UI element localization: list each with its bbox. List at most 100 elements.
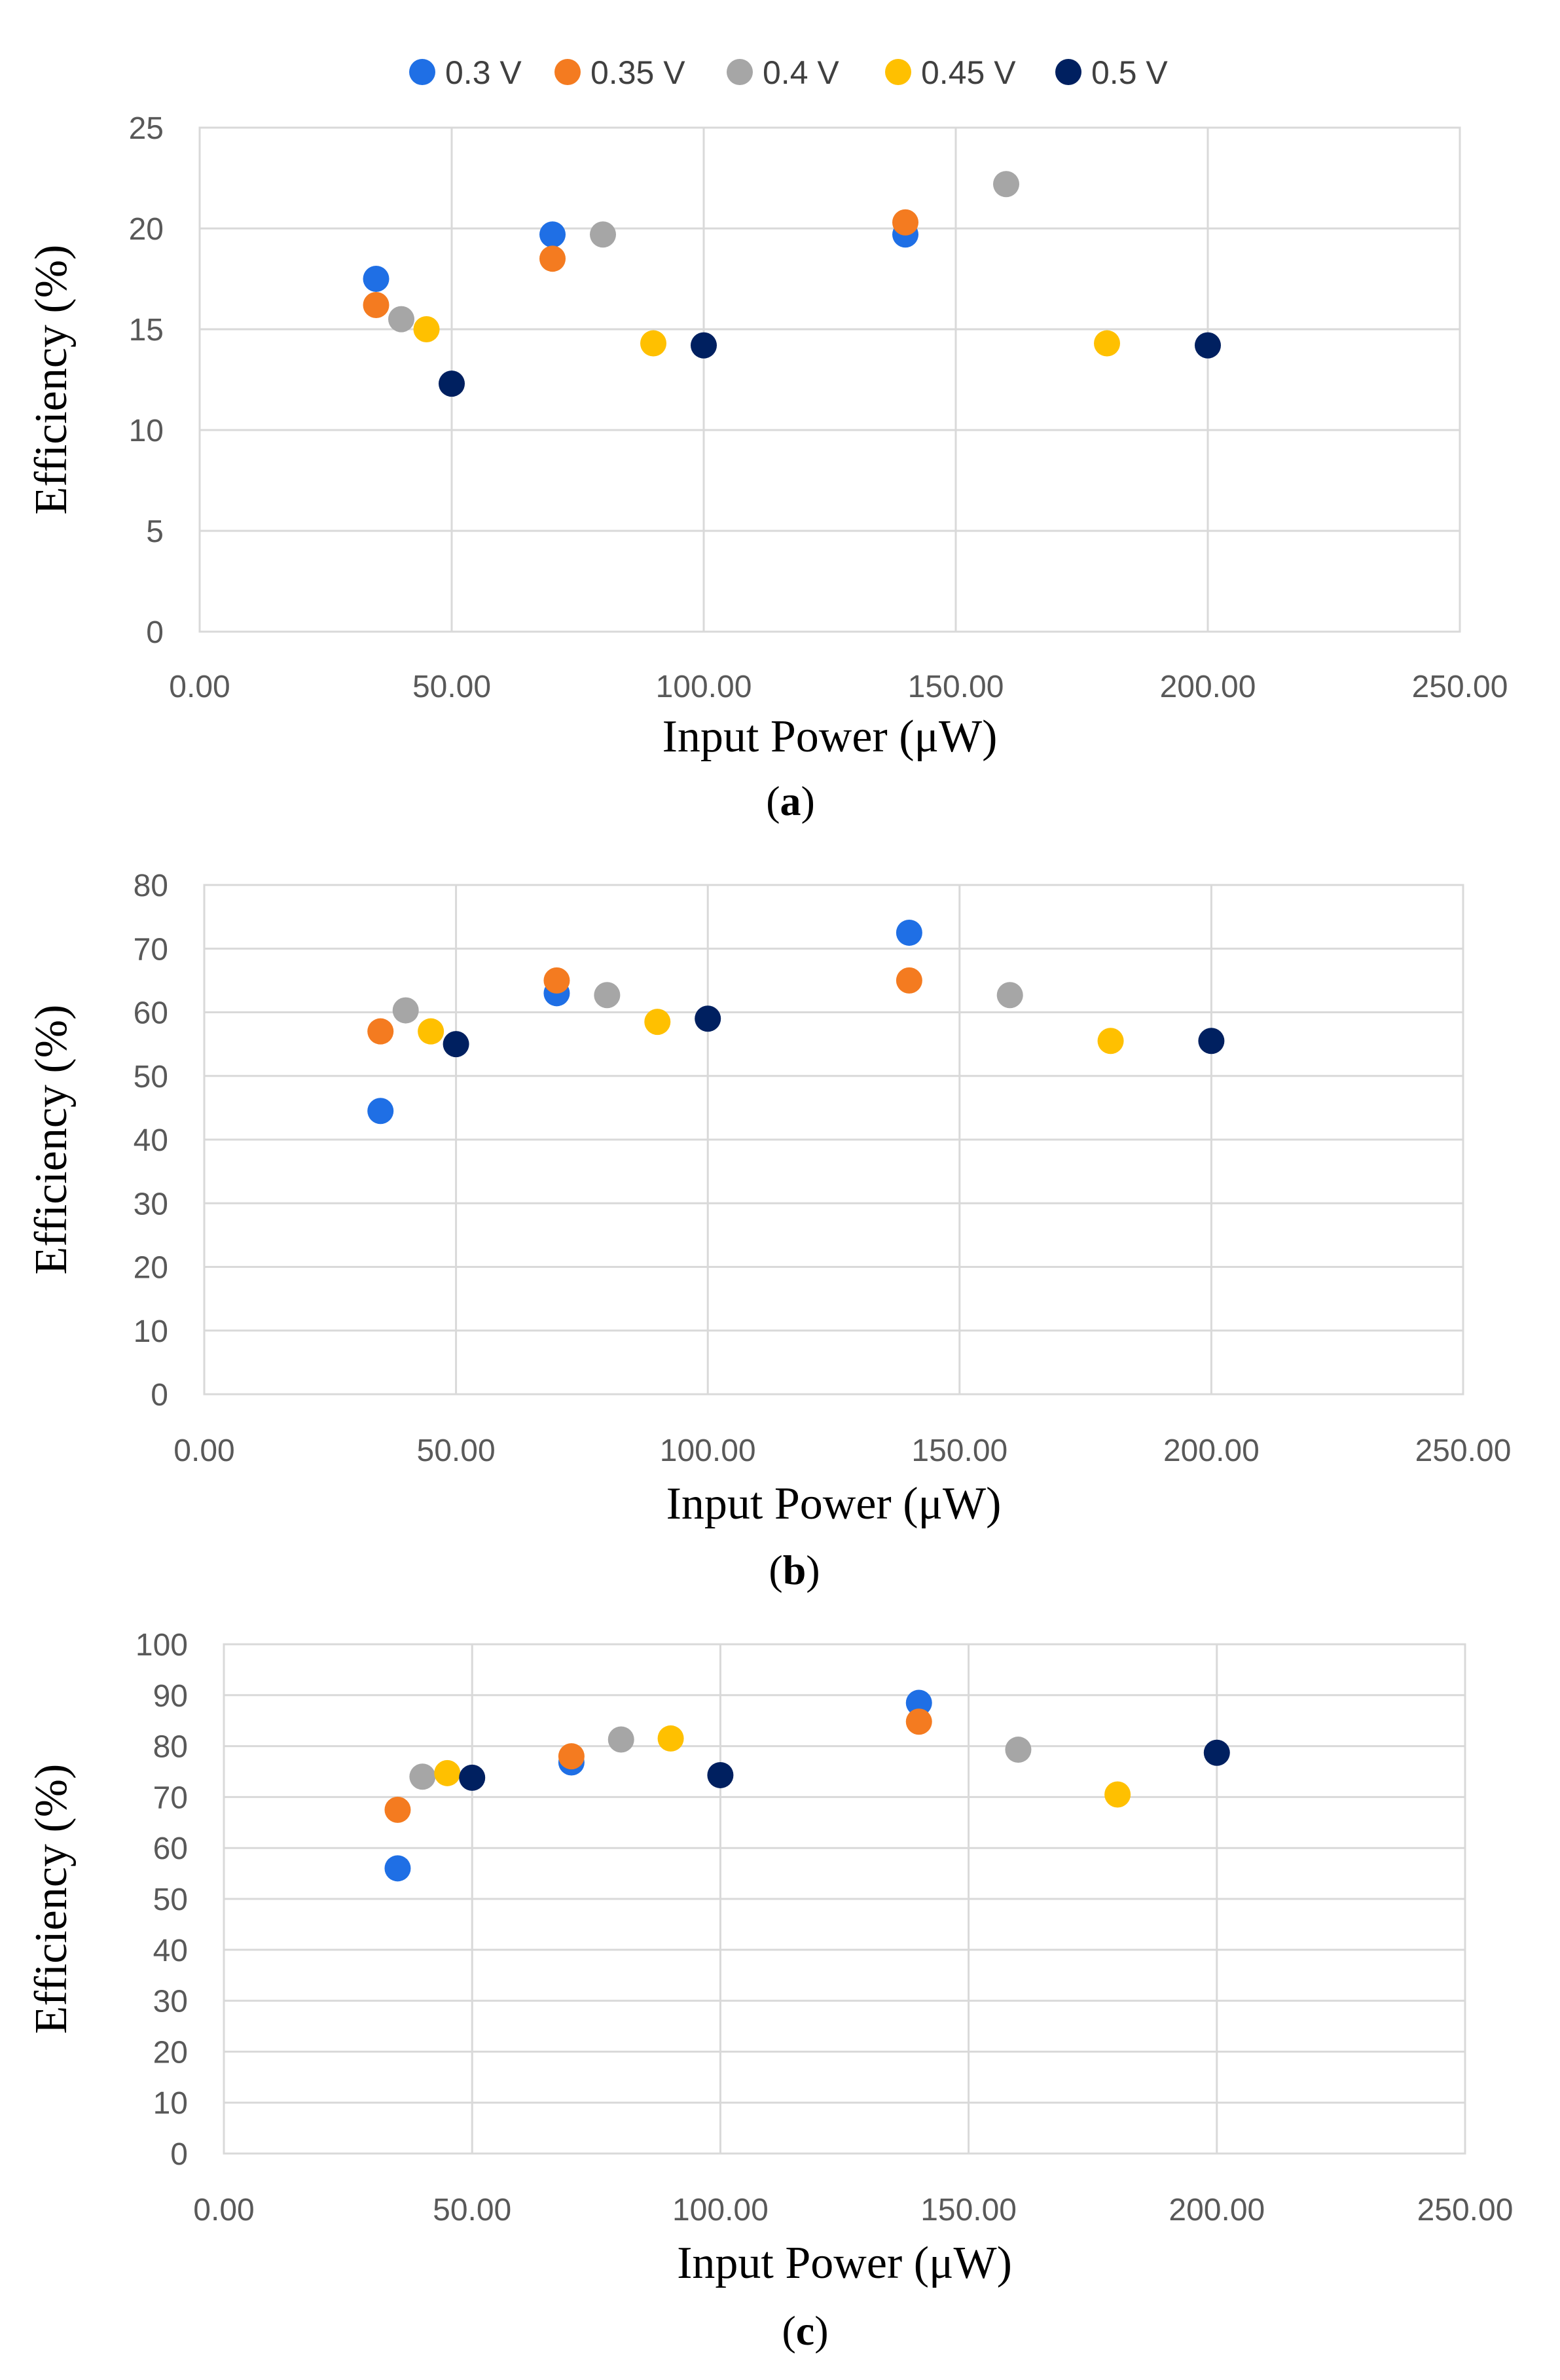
- data-point-0_3V-0: [367, 1098, 394, 1125]
- y-tick-label: 30: [134, 1187, 168, 1221]
- x-tick-label: 50.00: [433, 2193, 511, 2227]
- x-tick-label: 50.00: [417, 1433, 496, 1468]
- data-point-0_45V-0: [413, 316, 440, 342]
- legend-marker-1: [554, 59, 581, 85]
- legend-marker-3: [885, 59, 911, 85]
- data-point-0_5V-1: [707, 1761, 734, 1788]
- y-tick-label: 30: [153, 1985, 188, 2019]
- data-point-0_4V-0: [392, 997, 419, 1024]
- x-tick-label: 0.00: [193, 2193, 254, 2227]
- x-tick-label: 250.00: [1417, 2193, 1514, 2227]
- y-tick-label: 10: [134, 1314, 168, 1349]
- data-point-0_45V-0: [418, 1018, 444, 1045]
- y-tick-label: 20: [134, 1251, 168, 1286]
- legend-label-2: 0.4 V: [763, 54, 839, 91]
- legend-label-3: 0.45 V: [921, 54, 1016, 91]
- y-tick-label: 40: [153, 1934, 188, 1968]
- y-tick-label: 0: [151, 1378, 168, 1413]
- data-point-0_5V-1: [691, 332, 717, 359]
- legend: 0.3 V 0.35 V 0.4 V 0.45 V 0.5 V: [409, 54, 1168, 91]
- plot-area: [198, 126, 1461, 633]
- panel-label: (c): [782, 2307, 828, 2354]
- data-point-0_35V-0: [363, 292, 390, 319]
- y-tick-label: 0: [170, 2137, 188, 2172]
- data-point-0_35V-1: [543, 967, 570, 994]
- x-tick-label: 100.00: [656, 670, 752, 704]
- y-axis-title: Efficiency (%): [26, 1764, 77, 2034]
- y-tick-label: 50: [134, 1060, 168, 1094]
- x-tick-label: 100.00: [660, 1433, 756, 1468]
- y-tick-label: 70: [153, 1780, 188, 1815]
- data-point-0_45V-1: [640, 330, 666, 357]
- x-axis-title: Input Power (μW): [662, 712, 998, 762]
- data-point-0_45V-0: [434, 1759, 461, 1786]
- data-point-0_4V-2: [993, 171, 1019, 198]
- y-tick-label: 0: [146, 615, 164, 650]
- x-tick-label: 150.00: [908, 670, 1004, 704]
- x-axis-title: Input Power (μW): [677, 2238, 1012, 2288]
- data-point-0_5V-2: [1198, 1028, 1225, 1055]
- data-point-0_45V-2: [1094, 330, 1120, 357]
- data-point-0_4V-1: [594, 982, 621, 1009]
- data-point-0_45V-1: [657, 1725, 684, 1752]
- y-tick-label: 90: [153, 1679, 188, 1714]
- data-point-0_4V-2: [1005, 1737, 1032, 1763]
- data-point-0_5V-1: [695, 1005, 721, 1032]
- data-point-0_4V-0: [388, 306, 414, 333]
- data-point-0_3V-0: [363, 266, 390, 292]
- x-tick-label: 200.00: [1169, 2193, 1265, 2227]
- y-tick-label: 80: [134, 869, 168, 903]
- data-point-0_5V-0: [459, 1764, 486, 1791]
- x-tick-label: 50.00: [412, 670, 491, 704]
- y-tick-label: 100: [136, 1628, 188, 1663]
- y-tick-label: 20: [153, 2035, 188, 2070]
- data-point-0_4V-1: [608, 1726, 634, 1753]
- legend-marker-0: [409, 59, 435, 85]
- x-tick-label: 250.00: [1412, 670, 1508, 704]
- legend-label-1: 0.35 V: [590, 54, 685, 91]
- data-point-0_5V-0: [439, 370, 465, 397]
- y-tick-label: 60: [153, 1831, 188, 1866]
- data-point-0_35V-0: [367, 1018, 394, 1045]
- data-point-0_3V-2: [896, 919, 922, 946]
- data-point-0_5V-2: [1195, 332, 1221, 359]
- y-tick-label: 50: [153, 1883, 188, 1917]
- data-point-0_5V-0: [443, 1031, 469, 1058]
- data-point-0_4V-1: [590, 221, 616, 248]
- x-tick-label: 100.00: [672, 2193, 769, 2227]
- x-tick-label: 0.00: [173, 1433, 234, 1468]
- legend-label-0: 0.3 V: [445, 54, 522, 91]
- x-axis-title: Input Power (μW): [666, 1479, 1002, 1529]
- data-point-0_35V-2: [896, 967, 922, 994]
- panel-label: (a): [766, 778, 815, 824]
- y-tick-label: 10: [153, 2086, 188, 2121]
- y-tick-label: 25: [129, 111, 164, 146]
- legend-marker-2: [727, 59, 753, 85]
- data-point-0_35V-0: [384, 1796, 411, 1823]
- y-tick-label: 60: [134, 996, 168, 1031]
- y-tick-label: 15: [129, 313, 164, 348]
- x-tick-label: 150.00: [920, 2193, 1017, 2227]
- panel-label: (b): [769, 1547, 820, 1593]
- data-point-0_35V-2: [905, 1708, 932, 1735]
- data-point-0_5V-2: [1203, 1739, 1230, 1766]
- legend-marker-4: [1055, 59, 1081, 85]
- data-point-0_4V-2: [996, 982, 1023, 1009]
- x-tick-label: 200.00: [1160, 670, 1256, 704]
- y-tick-label: 70: [134, 932, 168, 967]
- x-tick-label: 150.00: [911, 1433, 1007, 1468]
- data-point-0_35V-1: [539, 245, 566, 272]
- legend-label-4: 0.5 V: [1091, 54, 1168, 91]
- data-point-0_35V-2: [892, 209, 918, 236]
- y-tick-label: 20: [129, 212, 164, 247]
- panel-b: 0 10 20 30 40 50 60 70 80 0.00 50.00 100.00 150.00 20…: [26, 869, 1511, 1593]
- y-tick-label: 5: [146, 514, 164, 549]
- y-axis-title: Efficiency (%): [26, 245, 77, 515]
- x-tick-label: 250.00: [1415, 1433, 1512, 1468]
- data-point-0_45V-2: [1097, 1028, 1124, 1055]
- y-axis-title: Efficiency (%): [26, 1005, 77, 1275]
- data-point-0_3V-2: [905, 1689, 932, 1716]
- data-point-0_4V-0: [409, 1763, 436, 1790]
